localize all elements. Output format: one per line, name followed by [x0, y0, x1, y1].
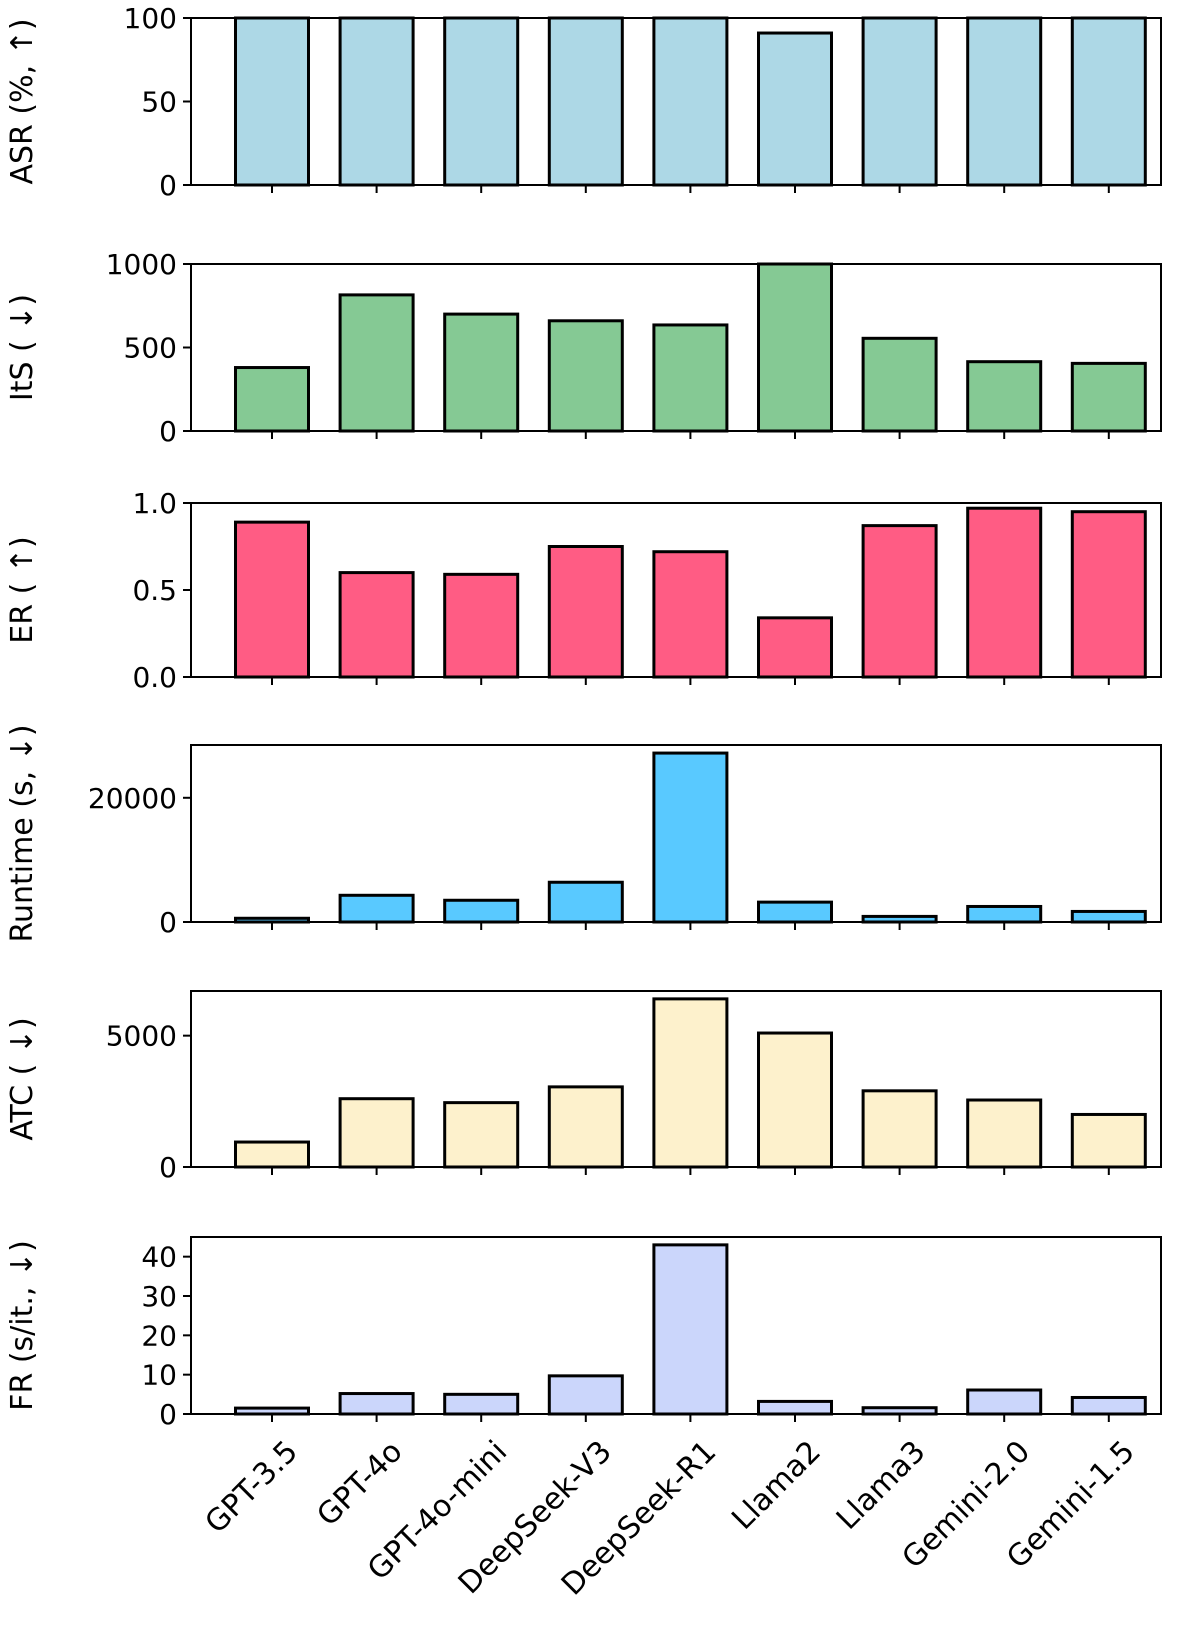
x-tick-label: GPT-3.5 — [199, 1434, 305, 1540]
bar-deepseek-r1 — [652, 16, 729, 187]
bar-gemini-2-0 — [966, 1388, 1043, 1416]
bar-gemini-2-0 — [966, 1098, 1043, 1169]
bar-deepseek-r1 — [652, 997, 729, 1169]
bar-gpt-3-5 — [234, 520, 310, 679]
x-tick-label: Llama3 — [830, 1434, 933, 1537]
bar-gemini-1-5 — [1070, 16, 1147, 187]
bar-gpt-4o-mini — [443, 572, 520, 679]
bar-gpt-4o — [338, 893, 415, 924]
y-tick-label: 10 — [141, 1359, 177, 1392]
y-tick-label: 1000 — [106, 248, 177, 281]
bar-llama3 — [861, 1089, 938, 1169]
y-tick-label: 20000 — [88, 782, 177, 815]
y-axis-label: ATC ( ↓) — [5, 1017, 40, 1140]
y-tick-label: 0.0 — [132, 661, 177, 694]
bar-gemini-1-5 — [1070, 909, 1147, 924]
bar-gpt-4o — [338, 571, 415, 679]
bar-gpt-4o — [338, 1392, 415, 1416]
bar-gpt-4o-mini — [443, 16, 520, 187]
bar-llama3 — [861, 524, 938, 679]
x-tick-label: GPT-4o — [310, 1434, 409, 1533]
bar-gpt-4o — [338, 16, 415, 187]
y-tick-label: 40 — [141, 1241, 177, 1274]
bar-llama2 — [757, 262, 833, 433]
bar-gpt-3-5 — [234, 1140, 310, 1169]
y-tick-label: 0.5 — [132, 574, 177, 607]
panel-6: 0 10 20 30 40 FR (s/it., ↓) — [5, 1236, 1162, 1431]
axes-frame — [190, 744, 1162, 923]
bar-gemini-2-0 — [966, 16, 1043, 187]
bar-deepseek-v3 — [547, 545, 624, 679]
y-tick-label: 0 — [159, 1151, 177, 1184]
bar-gpt-4o-mini — [443, 1392, 520, 1416]
panel-3: 0.0 0.5 1.0 ER ( ↑) — [5, 487, 1162, 694]
panel-5: 0 5000 ATC ( ↓) — [5, 990, 1162, 1184]
bar-gpt-4o-mini — [443, 1101, 520, 1169]
y-tick-label: 0 — [159, 906, 177, 939]
bar-deepseek-v3 — [547, 1374, 624, 1416]
axes-frame — [190, 990, 1162, 1168]
bar-deepseek-v3 — [547, 1085, 624, 1169]
x-tick-labels: GPT-3.5 GPT-4oGPT-4o-miniDeepSeek-V3DeepS… — [199, 1434, 1142, 1602]
y-tick-label: 5000 — [106, 1020, 177, 1053]
bar-gemini-2-0 — [966, 904, 1043, 924]
y-axis-label: ER ( ↑) — [5, 536, 40, 643]
bar-gemini-1-5 — [1070, 361, 1147, 433]
y-axis-label: FR (s/it., ↓) — [5, 1240, 40, 1411]
panel-4: 0 20000 Runtime (s, ↓) — [5, 724, 1162, 943]
bar-gpt-4o-mini — [443, 312, 520, 433]
bar-llama2 — [757, 1399, 833, 1416]
bar-llama3 — [861, 16, 938, 187]
y-tick-label: 30 — [141, 1280, 177, 1313]
bar-deepseek-r1 — [652, 550, 729, 679]
bar-deepseek-r1 — [652, 751, 729, 924]
bar-gemini-1-5 — [1070, 510, 1147, 679]
y-tick-label: 20 — [141, 1319, 177, 1352]
bar-deepseek-v3 — [547, 319, 624, 433]
y-tick-label: 0 — [159, 169, 177, 202]
bar-llama2 — [757, 31, 833, 187]
y-tick-label: 100 — [124, 2, 177, 35]
bar-llama2 — [757, 616, 833, 679]
bar-deepseek-v3 — [547, 880, 624, 924]
y-tick-label: 0 — [159, 1398, 177, 1431]
y-tick-label: 50 — [141, 86, 177, 119]
y-axis-label: ItS ( ↓) — [5, 294, 40, 401]
panel-1: 0 50 100 ASR (%, ↑) — [5, 2, 1162, 202]
x-tick-label: Llama2 — [725, 1434, 828, 1537]
y-tick-label: 1.0 — [132, 487, 177, 520]
bar-gpt-4o — [338, 1097, 415, 1169]
axes-frame — [190, 1236, 1162, 1415]
panel-2: 0 500 1000 ItS ( ↓) — [5, 248, 1162, 448]
bar-deepseek-r1 — [652, 323, 729, 433]
bar-llama3 — [861, 336, 938, 433]
bar-gpt-3-5 — [234, 16, 310, 187]
bar-gemini-2-0 — [966, 506, 1043, 679]
bar-deepseek-r1 — [652, 1243, 729, 1416]
y-tick-label: 500 — [124, 332, 177, 365]
bar-gemini-2-0 — [966, 360, 1043, 433]
y-axis-label: Runtime (s, ↓) — [5, 724, 40, 942]
bar-llama2 — [757, 900, 833, 924]
bar-deepseek-v3 — [547, 16, 624, 187]
bar-gemini-1-5 — [1070, 1112, 1147, 1169]
bar-gpt-4o-mini — [443, 898, 520, 924]
bar-llama2 — [757, 1031, 833, 1169]
bar-gemini-1-5 — [1070, 1395, 1147, 1416]
y-tick-label: 0 — [159, 415, 177, 448]
bar-gpt-4o — [338, 293, 415, 433]
y-axis-label: ASR (%, ↑) — [5, 18, 40, 184]
bar-gpt-3-5 — [234, 366, 310, 433]
